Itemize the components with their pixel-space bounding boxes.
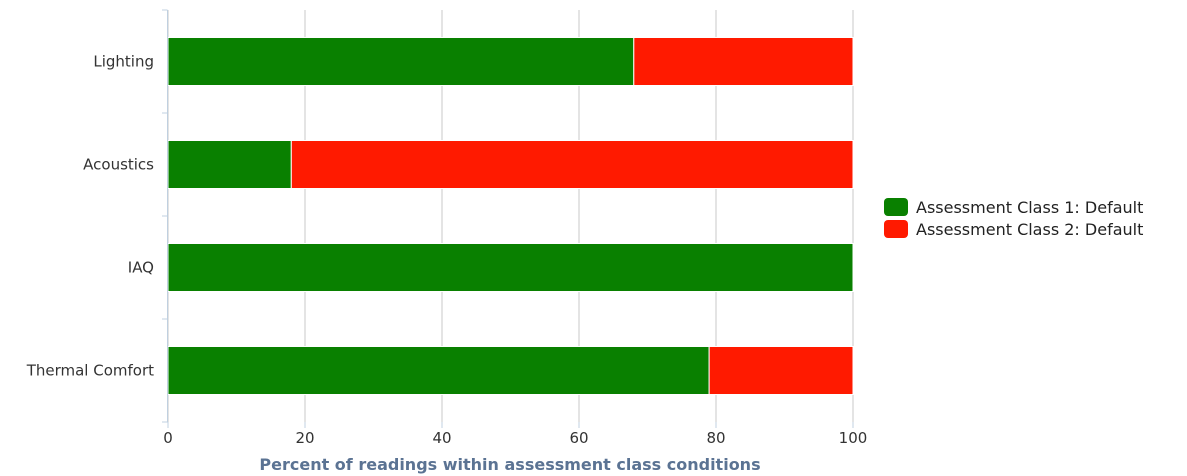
bar-thermal-comfort-series-2[interactable] bbox=[708, 346, 854, 395]
axes: 0 20 40 60 80 100 Lighting Acoustics IAQ Thermal … bbox=[26, 9, 868, 447]
y-category-label: Thermal Comfort bbox=[26, 362, 154, 380]
y-category-label: Acoustics bbox=[83, 156, 154, 174]
x-tick-label: 80 bbox=[706, 429, 725, 447]
y-category-label: IAQ bbox=[128, 259, 154, 277]
x-tick-label: 40 bbox=[432, 429, 451, 447]
x-tick-label: 20 bbox=[295, 429, 314, 447]
bar-lighting-series-2[interactable] bbox=[633, 37, 854, 86]
legend-swatch-2[interactable] bbox=[884, 220, 908, 238]
x-tick-label: 0 bbox=[163, 429, 173, 447]
legend-label-2[interactable]: Assessment Class 2: Default bbox=[916, 220, 1143, 239]
bars bbox=[167, 37, 854, 395]
bar-acoustics-series-1[interactable] bbox=[167, 140, 292, 189]
legend: Assessment Class 1: Default Assessment Cl… bbox=[884, 198, 1143, 239]
legend-label-1[interactable]: Assessment Class 1: Default bbox=[916, 198, 1143, 217]
y-category-label: Lighting bbox=[93, 53, 154, 71]
bar-acoustics-series-2[interactable] bbox=[290, 140, 854, 189]
bar-thermal-comfort-series-1[interactable] bbox=[167, 346, 710, 395]
x-tick-label: 60 bbox=[569, 429, 588, 447]
x-axis-title: Percent of readings within assessment cl… bbox=[259, 455, 760, 474]
x-tick-label: 100 bbox=[839, 429, 868, 447]
bar-lighting-series-1[interactable] bbox=[167, 37, 635, 86]
bar-iaq-series-1[interactable] bbox=[167, 243, 854, 292]
legend-swatch-1[interactable] bbox=[884, 198, 908, 216]
